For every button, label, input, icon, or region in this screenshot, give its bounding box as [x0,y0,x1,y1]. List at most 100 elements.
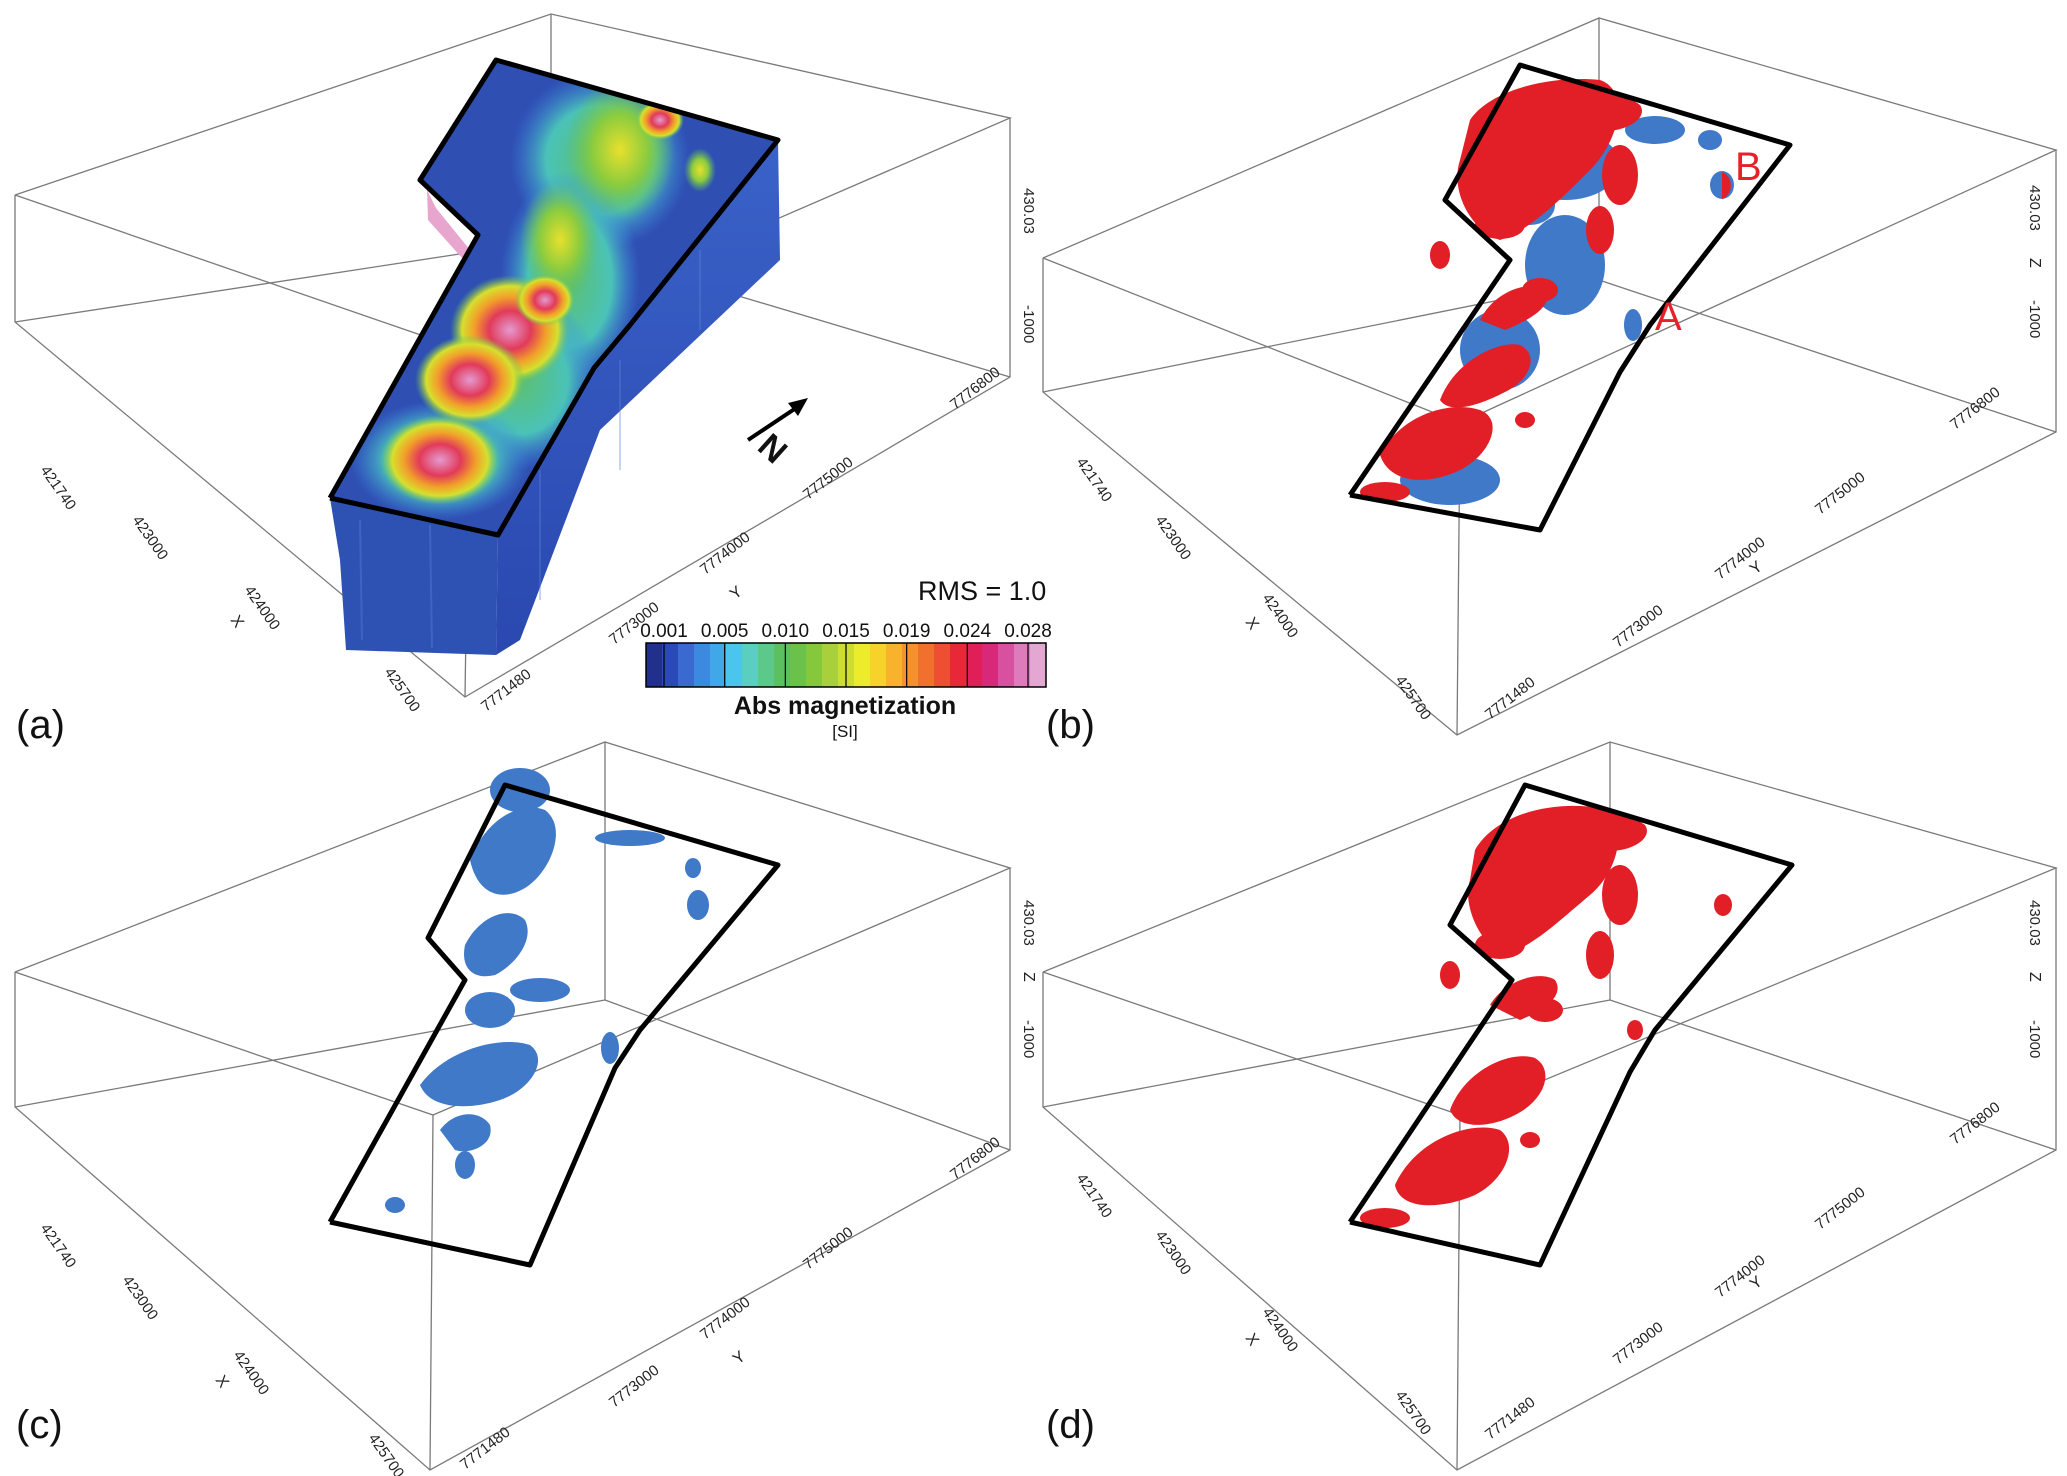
x-tick: 423000 [1152,1228,1195,1279]
colorbar-cell [822,643,839,687]
z-tick: 430.03 [2026,185,2043,231]
colorbar-tick-label: 0.028 [1004,621,1052,642]
y-tick: 7771480 [1482,1394,1538,1443]
colorbar-cell [678,643,695,687]
y-tick: 7775000 [1812,1184,1868,1233]
z-tick: -1000 [2026,1020,2043,1058]
colorbar: RMS = 1.0 0.001 0.005 0.010 0.015 0.019 0.024… [640,576,1052,741]
z-tick: -1000 [2026,300,2043,338]
x-tick: 423000 [1152,513,1195,564]
survey-outline-d [1347,782,1795,1268]
colorbar-title: Abs magnetization [734,692,956,720]
z-tick: 430.03 [2026,900,2043,946]
y-axis-name: Y [727,583,746,603]
x-tick: 424000 [1259,1305,1302,1356]
z-axis-name: Z [1020,972,1037,982]
marker-A: A [1655,295,1682,339]
magnetization-map-a [350,70,716,520]
x-tick: 421740 [1073,455,1116,506]
colorbar-tick-label: 0.024 [944,621,992,642]
colorbar-cell [854,643,871,687]
body-b-split [1710,171,1734,199]
south-face-a [496,140,780,655]
x-tick: 425700 [365,1431,408,1476]
colorbar-cell [1030,643,1047,687]
y-tick: 7773000 [606,1362,662,1411]
colorbar-cell [758,643,775,687]
panel-label-d: (d) [1046,1403,1095,1447]
axis-labels-d: 421740 423000 424000 425700 X 7771480 77… [1073,900,2043,1443]
panel-label-b: (b) [1046,703,1095,747]
colorbar-cell [966,643,983,687]
panel-c: 421740 423000 424000 425700 X 7771480 77… [14,741,1037,1476]
colorbar-tick-label: 0.001 [640,621,688,642]
z-axis-name: Z [2026,972,2043,982]
x-tick: 421740 [37,463,80,514]
colorbar-cell [1014,643,1031,687]
colorbar-cell [774,643,791,687]
colorbar-unit: [SI] [832,722,858,741]
negative-bodies-c [385,768,709,1213]
x-tick: 425700 [381,665,424,716]
z-axis-name: Z [2026,258,2043,268]
x-axis-name: X [227,613,247,632]
colorbar-cell [662,643,679,687]
rms-label: RMS = 1.0 [918,576,1046,606]
colorbar-cell [886,643,903,687]
model-volume-a [327,57,781,655]
x-tick: 421740 [37,1221,80,1272]
x-tick: 424000 [230,1348,273,1399]
colorbar-cell [726,643,743,687]
colorbar-tick-label: 0.019 [883,621,931,642]
survey-outline-b [1347,62,1793,533]
y-axis-name: Y [730,1348,749,1368]
panel-b: A B 421740 423000 424000 425700 X 777148… [1042,17,2058,747]
survey-outline-c [327,782,781,1268]
isosurfaces-b [1347,62,1793,533]
panel-d: 421740 423000 424000 425700 X 7771480 77… [1042,741,2058,1471]
y-tick: 7771480 [457,1424,513,1473]
z-tick: 430.03 [1020,900,1037,946]
x-tick: 423000 [129,513,172,564]
pink-sliver-a [427,190,470,258]
y-tick: 7775000 [800,454,856,503]
colorbar-cell [646,643,663,687]
y-tick: 7776800 [1947,1099,2003,1148]
north-arrow: N [746,398,808,471]
x-tick: 425700 [1392,673,1435,724]
colorbar-cell [998,643,1015,687]
z-tick: -1000 [1020,1020,1037,1058]
panel-label-c: (c) [16,1403,63,1447]
x-tick: 421740 [1073,1171,1116,1222]
y-tick: 7776800 [1947,384,2003,433]
west-face-a [330,498,498,655]
marker-B: B [1735,145,1762,189]
z-tick: -1000 [1020,305,1037,343]
x-axis-name: X [212,1373,232,1392]
bounding-box-b [1042,17,2058,736]
x-tick: 424000 [1259,591,1302,642]
colorbar-cell [806,643,823,687]
colorbar-cell [790,643,807,687]
colorbar-tick-label: 0.010 [762,621,810,642]
y-tick: 7774000 [697,529,753,578]
colorbar-tick-label: 0.005 [701,621,749,642]
y-tick: 7776800 [947,364,1003,413]
colorbar-ticks: 0.001 0.005 0.010 0.015 0.019 0.024 0.028 [640,621,1052,687]
x-tick: 424000 [241,583,284,634]
x-axis-name: X [1242,615,1262,634]
positive-bodies-b [1360,79,1642,502]
colorbar-cell [694,643,711,687]
x-axis-name: X [1242,1331,1262,1350]
colorbar-cell [742,643,759,687]
colorbar-cell [982,643,999,687]
colorbar-tick-label: 0.015 [822,621,870,642]
colorbar-cell [870,643,887,687]
z-tick: 430.03 [1020,188,1037,234]
colorbar-cell [710,643,727,687]
bounding-box-c [14,741,1012,1471]
survey-outline-a [327,57,781,538]
panel-label-a: (a) [16,703,65,747]
y-tick: 7775000 [800,1224,856,1273]
